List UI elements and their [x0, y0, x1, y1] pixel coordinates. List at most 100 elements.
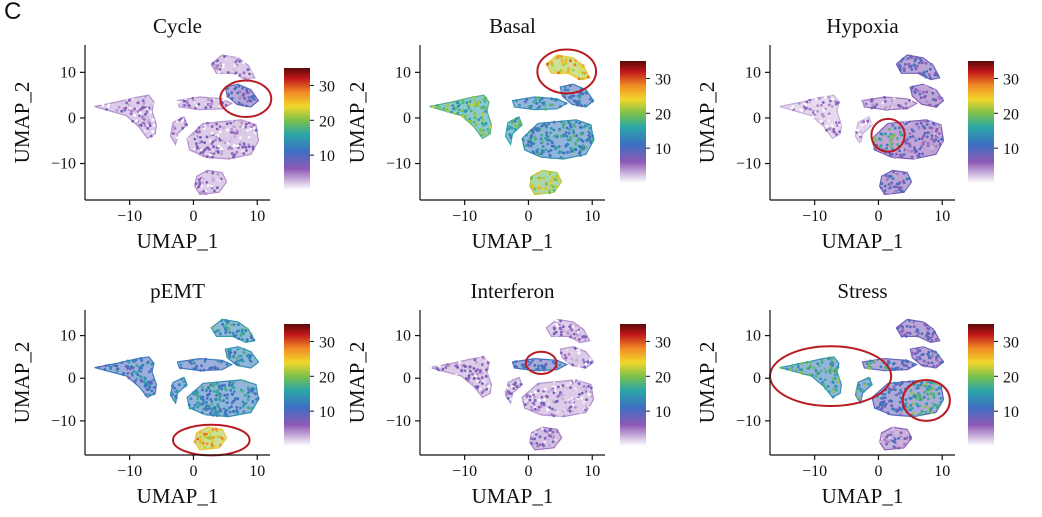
cell-point — [242, 95, 246, 98]
cell-point — [577, 351, 581, 355]
cell-point — [481, 382, 484, 385]
cluster-right_top — [895, 54, 941, 81]
cell-point — [228, 55, 232, 59]
cell-point — [838, 123, 842, 127]
cell-point — [244, 125, 247, 129]
cell-point — [911, 411, 915, 415]
cell-point — [827, 103, 831, 107]
cell-point — [836, 365, 840, 369]
cell-point — [211, 61, 215, 65]
cell-point — [566, 138, 570, 142]
cell-point — [475, 121, 478, 125]
cell-point — [565, 126, 569, 130]
cell-point — [219, 130, 222, 134]
cell-point — [484, 110, 488, 113]
cell-point — [537, 398, 541, 402]
cell-point — [897, 325, 901, 329]
cell-point — [544, 136, 548, 140]
cell-point — [578, 150, 582, 154]
cell-point — [242, 152, 246, 155]
cell-point — [201, 395, 205, 399]
cell-point — [939, 396, 943, 400]
cell-point — [150, 368, 154, 371]
y-tick-label: 0 — [753, 370, 761, 387]
cell-point — [825, 128, 828, 132]
cell-point — [883, 192, 886, 195]
cell-point — [576, 334, 579, 337]
cell-point — [920, 346, 924, 349]
x-axis-label: UMAP_1 — [472, 484, 554, 508]
cell-point — [559, 319, 563, 323]
y-axis-label: UMAP_2 — [345, 82, 369, 164]
cell-point — [179, 363, 183, 366]
cell-point — [567, 131, 571, 135]
cell-point — [230, 131, 233, 134]
cell-point — [575, 359, 578, 362]
cell-point — [136, 109, 140, 113]
cell-point — [205, 155, 209, 159]
cell-point — [884, 402, 888, 406]
cell-point — [869, 99, 873, 103]
cell-point — [241, 103, 245, 107]
cell-point — [533, 399, 537, 402]
cell-point — [147, 393, 151, 397]
cell-point — [541, 188, 544, 192]
colorbar-tick-label: 20 — [319, 113, 335, 130]
cell-point — [180, 377, 183, 381]
cell-point — [940, 137, 943, 141]
cell-point — [224, 103, 228, 107]
x-tick-label: 0 — [874, 463, 882, 480]
cluster-left — [94, 356, 158, 399]
cell-point — [926, 392, 929, 396]
cell-point — [827, 112, 831, 116]
cell-point — [446, 104, 449, 108]
cell-point — [579, 333, 583, 337]
cell-point — [833, 369, 837, 373]
cell-point — [238, 73, 242, 77]
cell-point — [895, 431, 899, 435]
cell-point — [213, 367, 217, 371]
cell-point — [127, 103, 131, 107]
cell-point — [584, 385, 588, 389]
cell-point — [830, 369, 834, 373]
cell-point — [515, 385, 519, 388]
cell-point — [222, 399, 226, 402]
x-tick-label: 0 — [874, 208, 882, 225]
cell-point — [213, 407, 217, 410]
cell-point — [231, 393, 235, 396]
cell-point — [885, 143, 889, 147]
cell-point — [441, 367, 445, 371]
cell-point — [560, 120, 563, 124]
cell-point — [797, 110, 801, 114]
cell-point — [894, 185, 898, 189]
cell-point — [820, 112, 824, 116]
y-tick-label: −10 — [386, 156, 411, 173]
cluster-bottom — [521, 379, 595, 418]
cell-point — [227, 320, 230, 324]
cell-point — [194, 182, 198, 186]
cell-point — [901, 57, 905, 61]
cell-point — [566, 383, 570, 387]
cell-point — [922, 353, 925, 356]
panel-letter: C — [4, 0, 22, 25]
cell-point — [902, 181, 906, 185]
cell-point — [541, 366, 545, 370]
cell-point — [215, 135, 218, 139]
cell-point — [464, 115, 467, 118]
colorbar-tick-label: 10 — [319, 148, 335, 165]
cell-point — [227, 157, 231, 160]
cell-point — [591, 134, 594, 138]
cell-point — [820, 359, 824, 362]
cell-point — [571, 129, 575, 133]
cell-point — [579, 91, 582, 95]
cluster-right_upper — [224, 346, 260, 369]
cell-point — [121, 102, 124, 105]
colorbar — [620, 61, 646, 183]
cell-point — [246, 385, 250, 389]
cell-point — [558, 129, 561, 133]
cell-point — [930, 126, 934, 130]
cell-point — [900, 334, 904, 338]
cell-point — [577, 77, 581, 81]
